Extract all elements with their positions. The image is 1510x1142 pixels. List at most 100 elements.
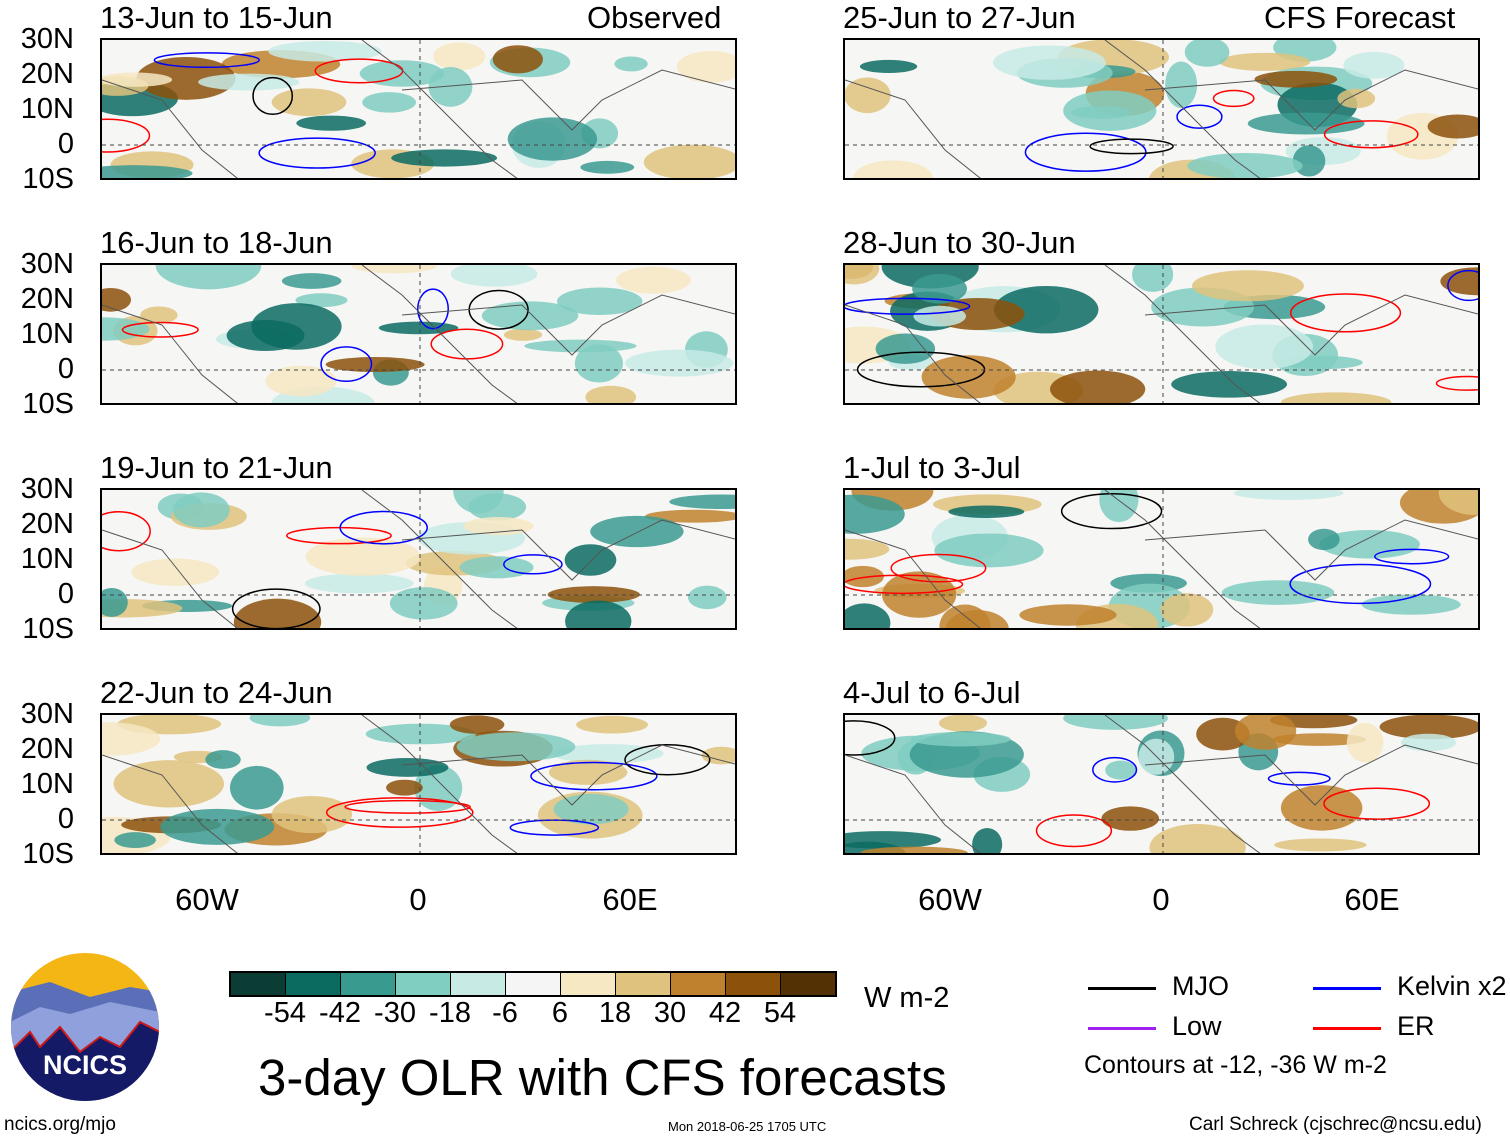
coastline — [845, 490, 1478, 628]
olr-anomaly — [1099, 490, 1139, 523]
olr-anomaly — [875, 333, 936, 364]
olr-anomaly — [229, 765, 284, 810]
lat-tick: 0 — [57, 803, 74, 835]
olr-anomaly — [268, 41, 382, 62]
olr-anomaly — [433, 42, 486, 71]
wave-contour — [1092, 756, 1138, 783]
wave-contour — [153, 52, 261, 69]
olr-anomaly — [366, 758, 449, 777]
olr-anomaly — [1149, 823, 1246, 853]
lat-tick: 10S — [22, 388, 74, 420]
olr-anomaly — [295, 293, 348, 308]
lat-tick: 20N — [20, 733, 74, 765]
legend-line — [1088, 987, 1156, 990]
wave-contour — [1176, 104, 1223, 129]
panel-title: 4-Jul to 6-Jul — [843, 675, 1021, 710]
olr-anomaly — [386, 779, 423, 796]
lat-tick: 0 — [57, 353, 74, 385]
wave-contour — [430, 328, 504, 360]
colorbar-tick: -42 — [319, 997, 361, 1029]
lon-tick: 60W — [918, 882, 982, 917]
panel-title: 1-Jul to 3-Jul — [843, 450, 1021, 485]
lat-tick: 10S — [22, 838, 74, 870]
figure-title: 3-day OLR with CFS forecasts — [258, 1049, 947, 1106]
lat-tick: 20N — [20, 58, 74, 90]
olr-map-panel — [100, 38, 737, 180]
lat-tick: 0 — [57, 128, 74, 160]
olr-anomaly — [450, 265, 538, 287]
olr-anomaly — [859, 59, 918, 73]
olr-anomaly — [362, 92, 416, 113]
wave-contour — [1447, 269, 1478, 302]
olr-anomaly — [271, 795, 353, 834]
lat-tick: 20N — [20, 508, 74, 540]
wave-contour — [417, 288, 449, 330]
olr-anomaly — [449, 715, 505, 734]
lat-tick: 10S — [22, 613, 74, 645]
coastline — [845, 715, 1478, 853]
wave-contour — [102, 511, 151, 552]
olr-anomaly — [614, 56, 648, 72]
lon-tick: 0 — [409, 882, 427, 917]
olr-map-panel — [100, 488, 737, 630]
panel-title: 16-Jun to 18-Jun — [100, 225, 333, 260]
wave-contour — [1289, 293, 1402, 333]
legend-label: Kelvin x2 — [1397, 971, 1507, 1001]
olr-anomaly — [934, 533, 1044, 568]
olr-anomaly — [160, 808, 275, 845]
olr-anomaly — [625, 349, 734, 377]
olr-anomaly — [1219, 52, 1311, 71]
legend-label: Low — [1172, 1011, 1222, 1041]
olr-anomaly — [643, 144, 735, 178]
olr-anomaly — [205, 750, 241, 769]
olr-anomaly — [198, 73, 300, 91]
olr-anomaly — [296, 115, 367, 131]
olr-anomaly — [271, 88, 347, 117]
olr-anomaly — [1071, 105, 1131, 119]
olr-anomaly — [391, 149, 498, 167]
wave-contour — [1374, 548, 1450, 565]
colorbar-tick: 6 — [551, 997, 569, 1029]
olr-anomaly — [845, 831, 941, 849]
olr-anomaly — [993, 285, 1099, 334]
olr-anomaly — [645, 509, 735, 523]
olr-anomaly — [1400, 733, 1456, 752]
olr-map-panel — [100, 263, 737, 405]
olr-anomaly — [845, 538, 890, 560]
colorbar-tick: 54 — [763, 997, 797, 1029]
colorbar-swatch — [781, 973, 835, 995]
colorbar-tick: 30 — [653, 997, 687, 1029]
panel-title: 22-Jun to 24-Jun — [100, 675, 333, 710]
olr-anomaly — [701, 746, 735, 765]
olr-anomaly — [1160, 593, 1214, 627]
wave-contour — [1323, 120, 1419, 149]
olr-anomaly — [1440, 267, 1478, 296]
wave-contour — [509, 819, 600, 836]
colorbar-swatch — [286, 973, 341, 995]
colorbar-tick: 18 — [598, 997, 632, 1029]
legend-line — [1313, 1027, 1381, 1030]
olr-anomaly — [1280, 392, 1392, 403]
olr-anomaly — [913, 305, 967, 327]
footer-url[interactable]: ncics.org/mjo — [4, 1114, 116, 1135]
wave-contour — [1267, 771, 1331, 786]
wave-contour — [1035, 814, 1113, 848]
olr-map-panel — [843, 38, 1480, 180]
colorbar-swatch — [451, 973, 506, 995]
olr-anomaly — [1171, 371, 1288, 398]
lon-tick: 60E — [1344, 882, 1400, 917]
coastline — [845, 40, 1478, 178]
wave-contour — [258, 137, 376, 169]
panel-title: 28-Jun to 30-Jun — [843, 225, 1076, 260]
footer-credit: Carl Schreck (cjschrec@ncsu.edu) — [1189, 1114, 1482, 1135]
olr-anomaly — [1101, 806, 1160, 831]
colorbar-tick: -54 — [264, 997, 306, 1029]
logo-text: NCICS — [43, 1050, 127, 1080]
wave-contour — [1060, 493, 1163, 530]
olr-anomaly — [687, 585, 727, 610]
colorbar-tick: 42 — [708, 997, 742, 1029]
olr-anomaly — [1308, 528, 1340, 551]
olr-anomaly — [616, 266, 691, 294]
olr-anomaly — [456, 732, 576, 762]
wave-contour — [1212, 89, 1255, 108]
